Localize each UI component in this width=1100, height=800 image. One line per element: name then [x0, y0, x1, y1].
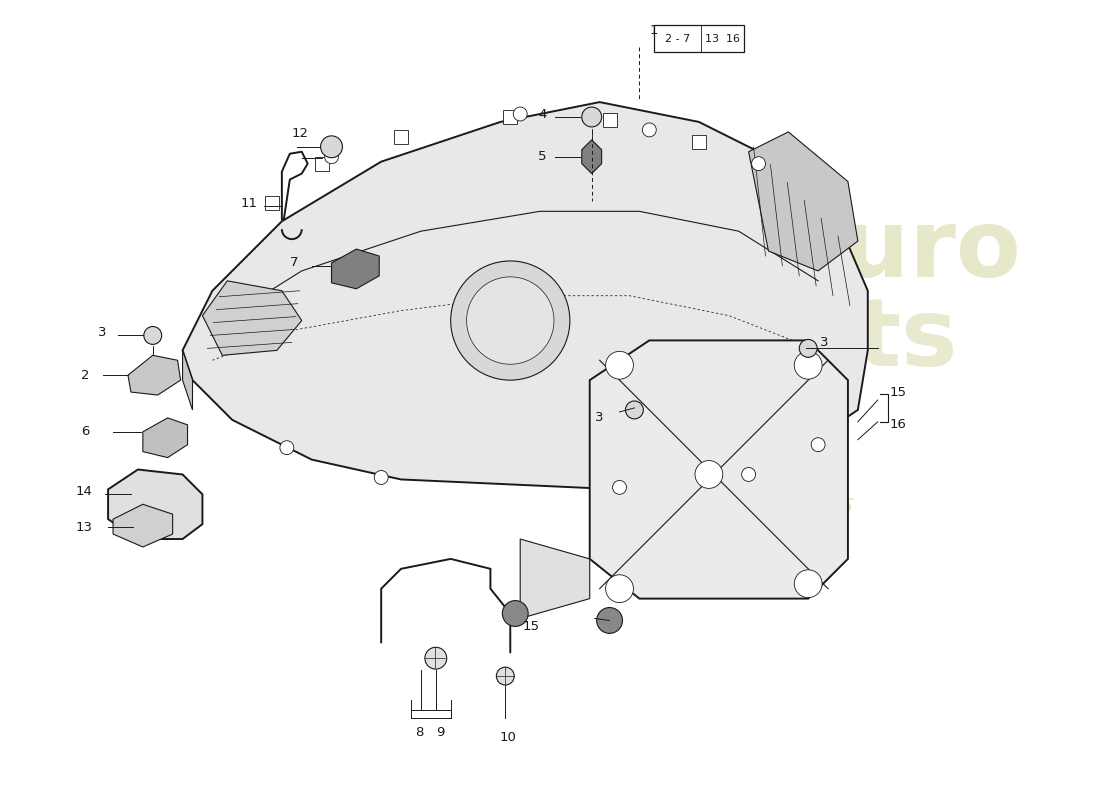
Text: 11: 11: [240, 197, 257, 210]
Circle shape: [695, 461, 723, 488]
Polygon shape: [128, 355, 180, 395]
Circle shape: [451, 261, 570, 380]
Text: 10: 10: [499, 731, 517, 744]
Text: a passion for parts since 1985: a passion for parts since 1985: [520, 440, 855, 518]
Circle shape: [800, 339, 817, 358]
Circle shape: [751, 157, 766, 170]
Text: Parts: Parts: [679, 294, 957, 386]
Circle shape: [741, 467, 756, 482]
Circle shape: [582, 107, 602, 127]
Polygon shape: [202, 281, 301, 355]
Circle shape: [503, 601, 528, 626]
Text: 13  16: 13 16: [705, 34, 739, 43]
Circle shape: [794, 351, 822, 379]
Text: euro: euro: [779, 205, 1021, 297]
Text: 2 - 7: 2 - 7: [664, 34, 690, 43]
Bar: [603, 113, 616, 127]
Polygon shape: [183, 350, 192, 410]
Text: 4: 4: [538, 107, 547, 121]
Bar: [692, 135, 706, 149]
Bar: [265, 197, 279, 210]
Circle shape: [606, 351, 634, 379]
Polygon shape: [582, 140, 602, 174]
Text: 6: 6: [81, 426, 90, 438]
Text: 9: 9: [437, 726, 446, 739]
Text: 15: 15: [890, 386, 906, 398]
Bar: [504, 110, 517, 124]
Circle shape: [794, 570, 822, 598]
Text: 8: 8: [415, 726, 424, 739]
Text: 5: 5: [538, 150, 547, 163]
Polygon shape: [749, 132, 858, 271]
Text: 14: 14: [75, 485, 92, 498]
Circle shape: [320, 136, 342, 158]
Polygon shape: [143, 418, 187, 458]
Text: 2: 2: [81, 369, 90, 382]
Circle shape: [279, 441, 294, 454]
Text: 1: 1: [649, 24, 658, 37]
Circle shape: [374, 470, 388, 485]
Text: 3: 3: [595, 411, 603, 424]
Circle shape: [606, 574, 634, 602]
Polygon shape: [331, 249, 379, 289]
Text: 12: 12: [292, 127, 309, 140]
Circle shape: [466, 277, 554, 364]
Text: 3: 3: [821, 336, 828, 349]
Circle shape: [425, 647, 447, 669]
Circle shape: [514, 107, 527, 121]
Polygon shape: [108, 470, 202, 539]
Bar: [394, 130, 408, 144]
Circle shape: [626, 401, 644, 419]
Text: 16: 16: [890, 418, 906, 431]
Circle shape: [811, 438, 825, 452]
Bar: [654, 25, 744, 53]
Text: 7: 7: [289, 257, 298, 270]
Text: 13: 13: [75, 521, 92, 534]
Polygon shape: [113, 504, 173, 547]
Circle shape: [144, 326, 162, 344]
Circle shape: [642, 123, 657, 137]
Circle shape: [496, 667, 514, 685]
Polygon shape: [520, 539, 590, 618]
Text: 3: 3: [98, 326, 107, 339]
Circle shape: [596, 607, 623, 634]
Text: 15: 15: [522, 620, 539, 633]
Circle shape: [613, 481, 627, 494]
Polygon shape: [590, 341, 848, 598]
Circle shape: [324, 150, 339, 164]
Polygon shape: [183, 102, 868, 490]
Bar: [315, 157, 329, 170]
